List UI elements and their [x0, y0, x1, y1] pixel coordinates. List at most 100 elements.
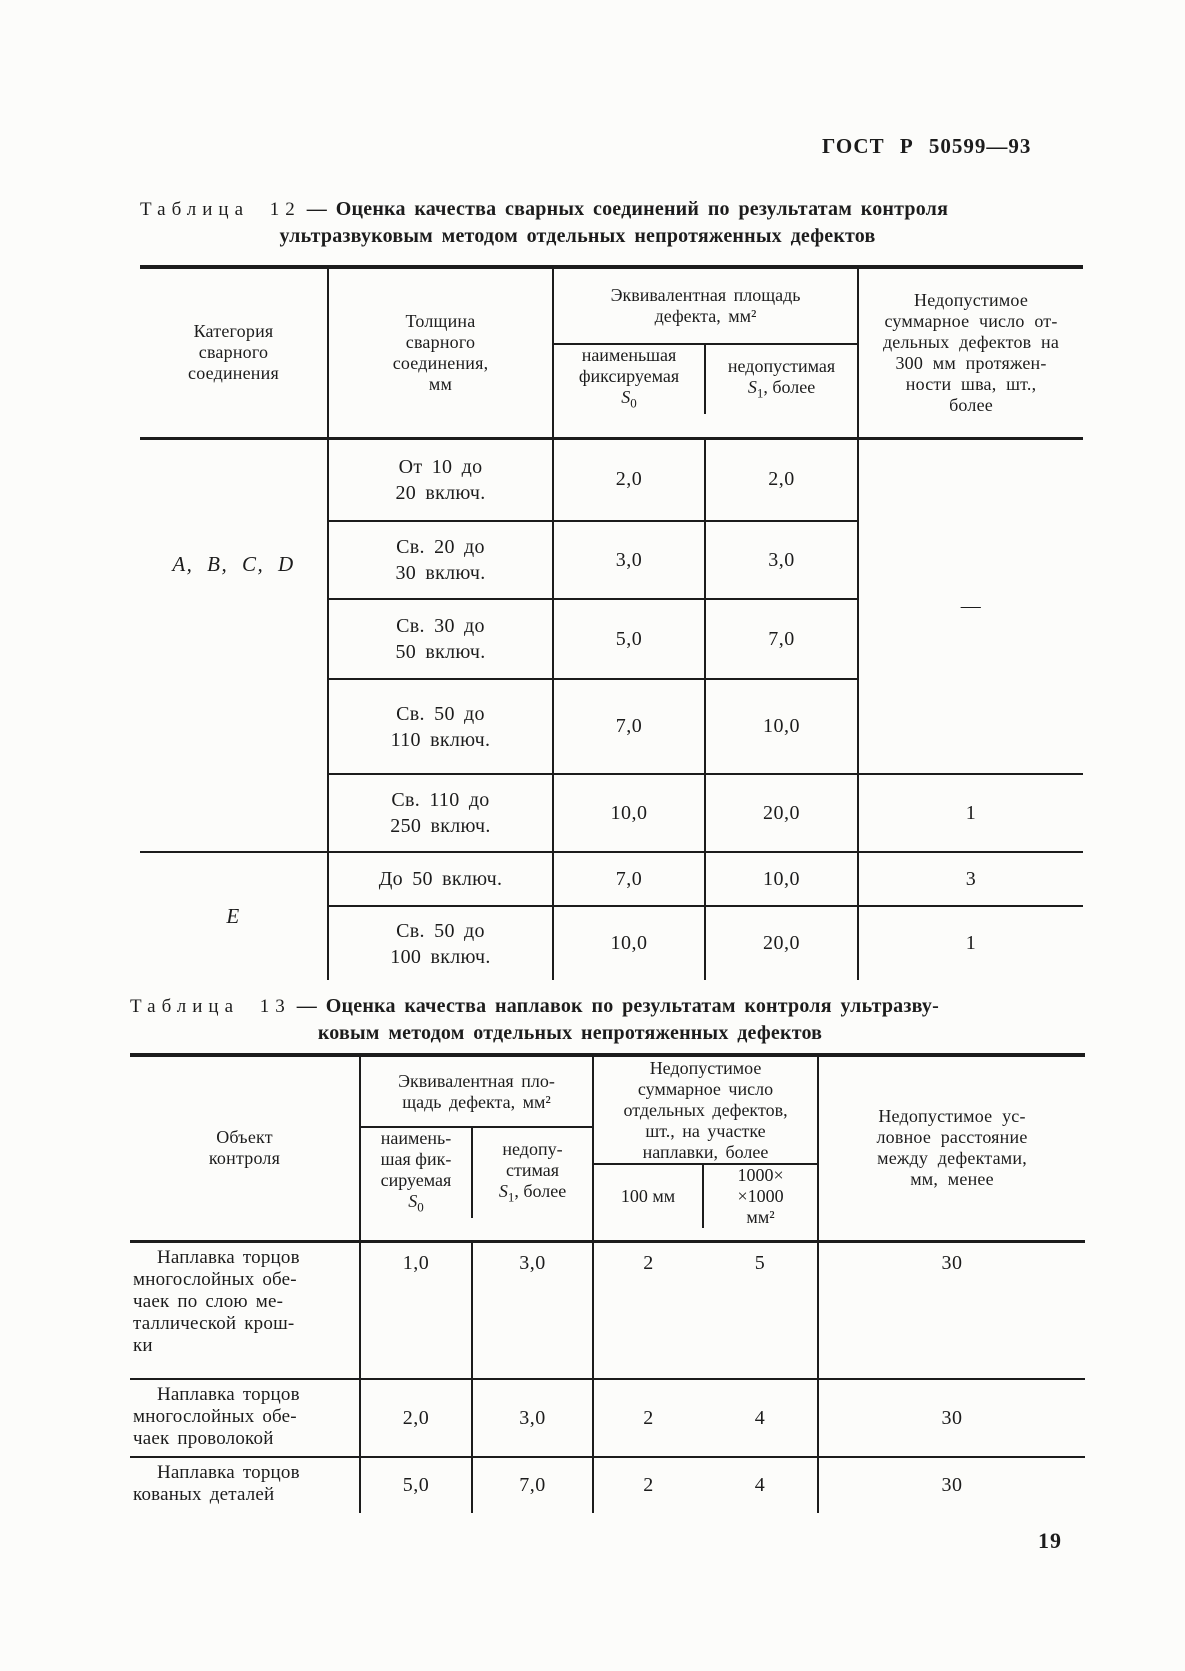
s1-subscript: 1 [756, 385, 764, 401]
table-row: Св. 20 до 30 включ. 3,0 3,0 [140, 521, 1083, 600]
table-row: Св. 110 до 250 включ. 10,0 20,0 1 [140, 774, 1084, 853]
table-13-caption-dash: — [296, 995, 317, 1017]
s1-value-cell: 10,0 [705, 852, 860, 907]
equiv-area-subheaders: наименьшая фиксируемая S0 недопустимая S… [554, 345, 856, 414]
equiv-area-group-wrap: Эквивалентная пло- щадь дефекта, мм² наи… [361, 1057, 592, 1218]
equiv-area-group-wrap: Эквивалентная площадь дефекта, мм² наиме… [554, 269, 857, 414]
table-12-header-row: Категория сварного соединения Толщина св… [140, 267, 1084, 440]
per-100mm-value-cell: 2 [593, 1379, 704, 1458]
s0-value-cell: 5,0 [553, 599, 706, 680]
header-s1-symbol-line: S1, более [748, 377, 815, 404]
table-row: Наплавка торцов многослойных обе- чаек п… [130, 1241, 1086, 1380]
header-s1-inadmissible: недопустимая S1, более [704, 345, 856, 414]
control-object-cell: Наплавка торцов многослойных обе- чаек п… [130, 1241, 361, 1380]
equiv-area-subheaders: наимень- шая фик- сируемая S0 недопу- ст… [361, 1128, 591, 1218]
distance-value-cell: 30 [818, 1241, 1086, 1380]
table-12-caption: Таблица 12 — Оценка качества сварных сое… [140, 196, 1015, 250]
header-s1-inadmissible: недопу- стимая S1, более [471, 1128, 591, 1218]
table-12-caption-line1: Таблица 12 — Оценка качества сварных сое… [140, 196, 1015, 223]
control-object-cell: Наплавка торцов кованых деталей [130, 1457, 361, 1513]
s0-value-cell: 10,0 [553, 906, 706, 980]
table-12-caption-line2: ультразвуковым методом отдельных непротя… [279, 225, 876, 247]
thickness-range-cell: Св. 20 до 30 включ. [328, 521, 554, 600]
s0-value-cell: 7,0 [553, 852, 706, 907]
table-13-caption-label: Таблица 13 [130, 996, 291, 1017]
header-category: Категория сварного соединения [140, 267, 329, 440]
defect-count-subheaders: 100 мм 1000× ×1000 мм² [594, 1165, 816, 1228]
category-abcd-cell: A, B, C, D [140, 438, 329, 853]
header-equiv-area-group: Эквивалентная площадь дефекта, мм² наиме… [553, 267, 860, 440]
s0-subscript: 0 [417, 1199, 424, 1215]
defect-count-group-wrap: Недопустимое суммарное число отдельных д… [594, 1057, 817, 1228]
limit-value-cell: 1 [965, 932, 977, 954]
table-row: Св. 50 до 110 включ. 7,0 10,0 [140, 679, 1083, 775]
distance-value-cell: 30 [941, 1474, 963, 1496]
table-13-header-row: Объект контроля Эквивалентная пло- щадь … [130, 1055, 1086, 1243]
thickness-range-cell: До 50 включ. [328, 852, 554, 907]
table-13-caption-title: Оценка качества наплавок по результатам … [325, 995, 939, 1017]
document-number: ГОСТ Р 50599—93 [822, 134, 1032, 158]
header-s0-symbol-line: S0 [621, 387, 637, 414]
s1-value-cell: 2,0 [705, 438, 860, 522]
header-equiv-area-label: Эквивалентная площадь дефекта, мм² [554, 269, 857, 345]
s1-value-cell: 3,0 [705, 521, 860, 600]
s1-more-label: , более [763, 376, 816, 397]
thickness-range-cell: Св. 50 до 110 включ. [328, 679, 554, 775]
per-100mm-value-cell: 2 [593, 1241, 704, 1380]
s1-symbol: S [747, 376, 757, 397]
table-12-caption-label: Таблица 12 [140, 199, 301, 220]
header-defect-count-limit: Недопустимое суммарное число от- дельных… [858, 267, 1084, 440]
header-per-1000x1000: 1000× ×1000 мм² [702, 1165, 816, 1228]
header-s0-symbol-line: S0 [408, 1191, 424, 1218]
limit-dash-cell: — [858, 438, 1084, 775]
table-row: Св. 30 до 50 включ. 5,0 7,0 [140, 599, 1083, 680]
table-12: Категория сварного соединения Толщина св… [140, 265, 1084, 980]
table-12-caption-title: Оценка качества сварных соединений по ре… [335, 198, 949, 220]
s0-value-cell: 7,0 [553, 679, 706, 775]
table-row: Наплавка торцов многослойных обе- чаек п… [130, 1379, 1086, 1458]
s1-symbol: S [498, 1180, 508, 1201]
header-s1-symbol-line: S1, более [499, 1181, 566, 1208]
table-row: E До 50 включ. 7,0 10,0 3 [140, 852, 1084, 980]
table-12-caption-dash: — [306, 198, 327, 220]
per-1000-value-cell: 5 [703, 1241, 820, 1380]
s0-subscript: 0 [630, 395, 637, 411]
table-13-caption: Таблица 13 — Оценка качества наплавок по… [130, 993, 1010, 1047]
control-object-cell: Наплавка торцов многослойных обе- чаек п… [130, 1379, 361, 1458]
header-distance-limit: Недопустимое ус- ловное расстояние между… [818, 1055, 1086, 1243]
table-row: A, B, C, D От 10 до 20 включ. 2,0 2,0 — [140, 438, 1084, 853]
s1-value-cell: 7,0 [705, 599, 860, 680]
table-13-caption-line1: Таблица 13 — Оценка качества наплавок по… [130, 993, 1010, 1020]
header-s0-text: наимень- шая фик- сируемая [380, 1128, 452, 1190]
limit-value-cell: 1 [858, 774, 1084, 853]
s0-value-cell: 5,0 [360, 1457, 473, 1513]
thickness-range-cell: Св. 50 до 100 включ. [328, 906, 554, 980]
s0-value-cell: 2,0 [360, 1379, 473, 1458]
s0-symbol: S [621, 387, 631, 407]
s0-value-cell: 1,0 [360, 1241, 473, 1380]
header-s1-text: недопустимая [727, 355, 836, 376]
thickness-range-cell: Св. 30 до 50 включ. [328, 599, 554, 680]
per-100mm-value-cell: 2 [643, 1474, 654, 1496]
s0-value-cell: 10,0 [553, 774, 706, 853]
table-13-caption-line2: ковым методом отдельных непротяженных де… [317, 1022, 823, 1044]
table-13: Объект контроля Эквивалентная пло- щадь … [130, 1053, 1086, 1513]
page-number: 19 [1038, 1528, 1062, 1553]
s1-value-cell: 3,0 [472, 1241, 595, 1380]
s1-value-cell: 20,0 [705, 906, 860, 980]
s0-value-cell: 2,0 [553, 438, 706, 522]
header-equiv-area-label: Эквивалентная пло- щадь дефекта, мм² [361, 1057, 592, 1128]
header-per-100mm: 100 мм [620, 1186, 676, 1206]
header-control-object: Объект контроля [130, 1055, 361, 1243]
s1-value-cell: 20,0 [705, 774, 860, 853]
table-row: Св. 50 до 100 включ. 10,0 20,0 1 [140, 906, 1083, 980]
category-e-cell: E [140, 852, 329, 980]
s0-value-cell: 3,0 [553, 521, 706, 600]
thickness-range-cell: От 10 до 20 включ. [328, 438, 554, 522]
header-s0-text: наименьшая фиксируемая [578, 345, 680, 386]
per-1000-value-cell: 4 [703, 1457, 820, 1513]
s1-value-cell: 10,0 [705, 679, 860, 775]
distance-value-cell: 30 [818, 1379, 1086, 1458]
s1-value-cell: 3,0 [472, 1379, 595, 1458]
